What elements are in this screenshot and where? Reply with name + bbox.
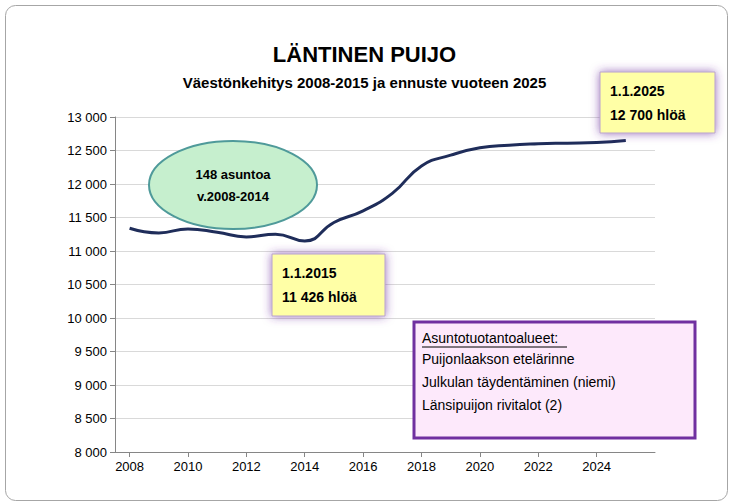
svg-text:1.1.2015: 1.1.2015	[282, 265, 337, 281]
svg-text:2012: 2012	[232, 459, 261, 474]
svg-text:10 000: 10 000	[67, 311, 107, 326]
svg-text:9 500: 9 500	[74, 344, 107, 359]
svg-text:2016: 2016	[349, 459, 378, 474]
svg-text:12 000: 12 000	[67, 177, 107, 192]
svg-text:12 500: 12 500	[67, 143, 107, 158]
svg-text:11 000: 11 000	[68, 244, 107, 259]
svg-text:Väestönkehitys 2008-2015 ja en: Väestönkehitys 2008-2015 ja ennuste vuot…	[183, 74, 547, 91]
svg-text:v.2008-2014: v.2008-2014	[197, 189, 270, 204]
svg-text:Puijonlaakson etelärinne: Puijonlaakson etelärinne	[422, 351, 575, 367]
svg-text:Julkulan täydentäminen (niemi): Julkulan täydentäminen (niemi)	[422, 374, 616, 390]
svg-text:12 700 hlöä: 12 700 hlöä	[610, 107, 686, 123]
svg-text:Länsipuijon rivitalot (2): Länsipuijon rivitalot (2)	[422, 397, 562, 413]
svg-text:13 000: 13 000	[67, 110, 107, 125]
svg-text:2024: 2024	[582, 459, 611, 474]
svg-text:11 500: 11 500	[68, 210, 107, 225]
svg-text:LÄNTINEN PUIJO: LÄNTINEN PUIJO	[273, 42, 456, 67]
svg-text:8 500: 8 500	[74, 411, 107, 426]
svg-text:2014: 2014	[290, 459, 319, 474]
svg-text:9 000: 9 000	[74, 378, 107, 393]
svg-text:2018: 2018	[407, 459, 436, 474]
svg-text:1.1.2025: 1.1.2025	[610, 83, 665, 99]
svg-text:2008: 2008	[115, 459, 144, 474]
svg-text:148 asuntoa: 148 asuntoa	[195, 167, 271, 182]
svg-text:10 500: 10 500	[67, 277, 107, 292]
svg-text:2010: 2010	[174, 459, 203, 474]
svg-text:Asuntotuotantoalueet:: Asuntotuotantoalueet:	[422, 330, 558, 346]
svg-text:11 426 hlöä: 11 426 hlöä	[282, 289, 357, 305]
svg-text:2020: 2020	[465, 459, 494, 474]
svg-text:8 000: 8 000	[74, 445, 107, 460]
svg-text:2022: 2022	[524, 459, 553, 474]
